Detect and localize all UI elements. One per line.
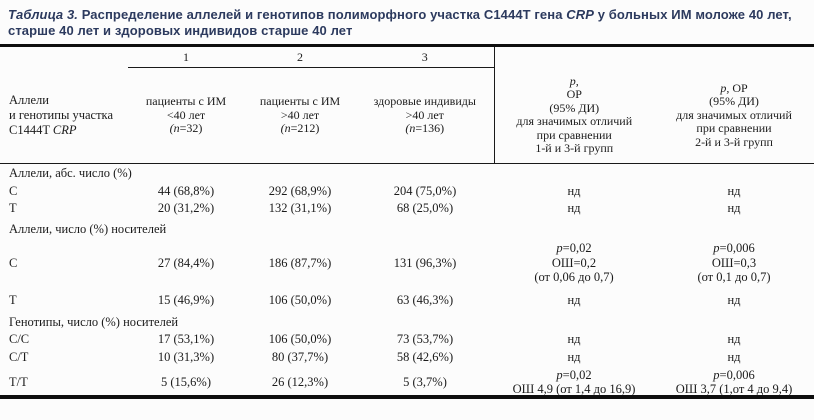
cell-group3: 131 (96,3%) [393,255,457,270]
row-label: T [9,293,17,307]
group-number-spacer [494,47,654,68]
cell-p13: нд [567,184,581,199]
group-number-2: 2 [244,47,356,68]
group-number-spacer [0,47,128,68]
table-row: C 44 (68,8%) 292 (68,9%) 204 (75,0%) нд … [0,183,814,200]
bottom-rule [0,395,814,399]
cell-group3: 63 (46,3%) [396,293,454,307]
section-label: Аллели, абс. число (%) [9,166,132,180]
group-number-3: 3 [356,47,495,68]
table-row: T 15 (46,9%) 106 (50,0%) 63 (46,3%) нд н… [0,287,814,314]
cell-p23: нд [727,184,741,199]
cell-p13: р=0,02 ОШ=0,2 (от 0,06 до 0,7) [534,241,614,285]
cell-p13: нд [567,332,581,347]
section-header-genotypes: Генотипы, число (%) носителей [0,314,814,331]
section-header-alleles-abs: Аллели, абс. число (%) [0,164,814,184]
gene-name: CRP [52,122,77,137]
cell-p23: нд [727,350,741,365]
cell-p23: р=0,006 ОШ 3,7 (1,от 4 до 9,4) [675,367,793,397]
row-label: T [9,201,17,215]
row-label: C [9,184,18,198]
cell-group2: 292 (68,9%) [268,184,332,198]
cell-group2: 132 (31,1%) [268,201,332,215]
cell-group1: 27 (84,4%) [157,255,215,270]
header-stub-line: C1444T CRP [9,122,77,137]
cell-group3: 204 (75,0%) [393,184,457,198]
cell-group2: 26 (12,3%) [271,374,329,389]
cell-p23: нд [727,332,741,347]
header-col-p13: р, ОР (95% ДИ) для значимых отличий при … [494,67,654,164]
cell-group1: 17 (53,1%) [157,332,215,346]
cell-p13: нд [567,293,581,308]
table-row: T/T 5 (15,6%) 26 (12,3%) 5 (3,7%) р=0,02… [0,367,814,397]
table-caption: Таблица 3. Распределение аллелей и генот… [8,7,810,38]
table-caption-number: Таблица 3. [8,7,78,22]
cell-group2: 80 (37,7%) [271,350,329,364]
cell-group1: 10 (31,3%) [157,350,215,364]
section-label: Аллели, число (%) носителей [9,222,167,236]
table-row: C/C 17 (53,1%) 106 (50,0%) 73 (53,7%) нд… [0,331,814,348]
cell-p13: р=0,02 ОШ 4,9 (от 1,4 до 16,9) [512,367,636,397]
cell-group3: 68 (25,0%) [396,201,454,215]
cell-p13: нд [567,201,581,216]
section-header-alleles-carriers: Аллели, число (%) носителей [0,217,814,239]
table-row: C/T 10 (31,3%) 80 (37,7%) 58 (42,6%) нд … [0,348,814,367]
cell-group2: 186 (87,7%) [268,255,332,270]
data-table: 1 2 3 Аллели и генотипы участка C1444T C… [0,47,814,397]
header-col-p23: р, ОР (95% ДИ) для значимых отличий при … [654,67,814,164]
cell-p23: нд [727,293,741,308]
row-label: T/T [9,374,28,389]
cell-group1: 44 (68,8%) [157,184,215,198]
cell-group2: 106 (50,0%) [268,293,332,307]
section-label: Генотипы, число (%) носителей [9,315,179,329]
group-number-spacer [654,47,814,68]
cell-group1: 15 (46,9%) [157,293,215,307]
header-col-group1: пациенты с ИМ <40 лет (n=32) [128,67,244,164]
group-number-1: 1 [128,47,244,68]
top-rule [0,44,814,47]
cell-group3: 58 (42,6%) [396,350,454,364]
cell-group2: 106 (50,0%) [268,332,332,346]
row-label: C/C [9,332,30,346]
cell-p23: нд [727,201,741,216]
cell-group3: 73 (53,7%) [396,332,454,346]
header-stub-line: Аллели [9,92,49,107]
table-row: C 27 (84,4%) 186 (87,7%) 131 (96,3%) р=0… [0,239,814,287]
group-number-row: 1 2 3 [0,47,814,68]
gene-name: CRP [566,7,594,22]
header-row: Аллели и генотипы участка C1444T CRP пац… [0,67,814,164]
header-stub: Аллели и генотипы участка C1444T CRP [0,67,128,164]
table-caption-text-1: Распределение аллелей и генотипов полимо… [78,7,567,22]
cell-p23: р=0,006 ОШ=0,3 (от 0,1 до 0,7) [697,241,771,285]
row-label: C [9,255,18,270]
header-col-group2: пациенты с ИМ >40 лет (n=212) [244,67,356,164]
table-caption-text-2: у больных ИМ моложе 40 лет, старше 40 ле… [8,7,792,38]
header-col-group3: здоровые индивиды >40 лет (n=136) [356,67,495,164]
cell-group1: 20 (31,2%) [157,201,215,215]
cell-group1: 5 (15,6%) [161,374,211,389]
header-stub-line: и генотипы участка [9,107,113,122]
table-row: T 20 (31,2%) 132 (31,1%) 68 (25,0%) нд н… [0,200,814,217]
cell-group3: 5 (3,7%) [403,374,447,389]
cell-p13: нд [567,350,581,365]
row-label: C/T [9,350,29,364]
